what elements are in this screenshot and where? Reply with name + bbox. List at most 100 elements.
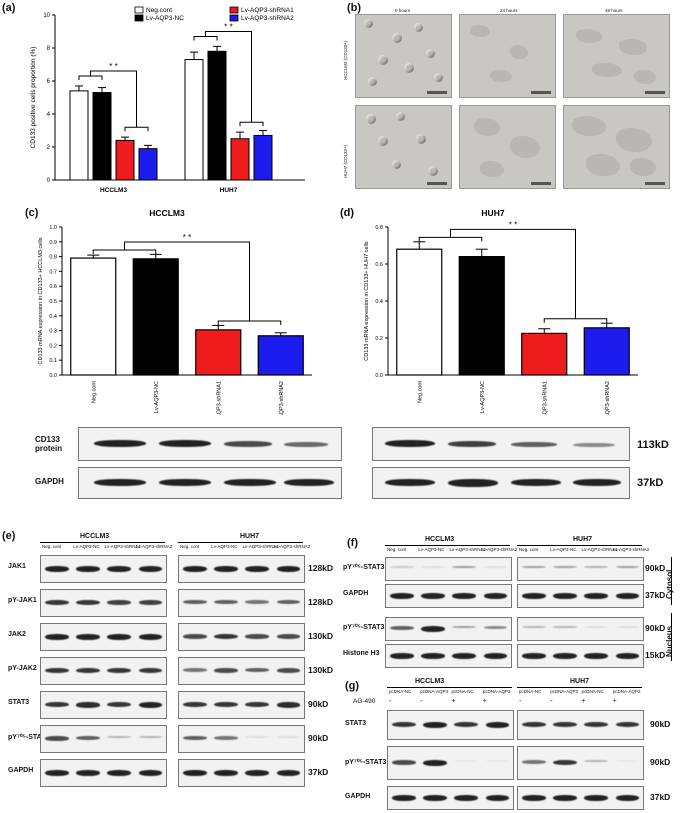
f-blot-hcc	[385, 584, 512, 608]
lane-label: -	[519, 698, 522, 705]
band	[391, 722, 416, 728]
band	[553, 722, 577, 728]
g-row-label: pY⁷⁰⁵-STAT3	[345, 759, 387, 766]
band	[521, 626, 546, 628]
kd-label: 90kD	[650, 757, 671, 767]
band	[276, 600, 301, 605]
bar	[257, 335, 304, 376]
band	[214, 770, 238, 776]
band	[423, 795, 447, 801]
band	[245, 736, 269, 738]
f-blot-hcc	[385, 617, 512, 641]
band	[483, 626, 508, 629]
y-tick-label: 0.0	[375, 373, 383, 379]
y-tick-label: 0	[47, 178, 51, 184]
band	[44, 566, 69, 572]
bracket	[418, 236, 483, 242]
lane-label: Neg. cont	[180, 544, 200, 549]
lane-label: Lv-AQP3-shRNA2	[135, 544, 173, 549]
band	[391, 760, 416, 765]
band	[76, 736, 100, 741]
band	[138, 702, 163, 708]
micrograph-hcclm3-0h	[355, 14, 452, 98]
band	[553, 626, 577, 628]
e-row-label: GAPDH	[8, 767, 34, 774]
y-axis-label: CD133 positive cells proportion (%)	[30, 47, 37, 149]
band	[553, 593, 577, 599]
legend-label: Lv-AQP3-shRNA1	[241, 7, 294, 14]
band	[138, 600, 163, 606]
bar	[583, 327, 630, 376]
chart-title: HUH7	[481, 208, 504, 218]
band	[521, 593, 546, 599]
band	[214, 566, 238, 572]
legend-label: Lv-AQP3-shRNA2	[241, 15, 294, 22]
y-tick-label: 0.8	[375, 225, 383, 231]
blot-huh-cd133	[372, 427, 630, 461]
g-blot-huh	[517, 746, 644, 780]
band	[214, 736, 238, 740]
band	[553, 566, 577, 569]
kd-label: 128kD	[308, 563, 334, 573]
y-tick-label: 0.6	[49, 284, 57, 290]
bar	[195, 329, 242, 376]
micrograph-hcclm3-24h	[459, 14, 556, 98]
kd-label: 130kD	[308, 631, 334, 641]
band	[452, 566, 476, 569]
bracket	[124, 126, 149, 132]
kd-label: 37kD	[645, 590, 666, 600]
band	[485, 795, 510, 801]
category-label: Lv-AQP3-NC	[480, 381, 486, 413]
e-blot-hcc	[40, 623, 167, 651]
kd-label: 37kD	[650, 792, 671, 802]
band	[483, 566, 508, 568]
kd-label: 90kD	[645, 623, 666, 633]
y-tick-label: 0.6	[375, 262, 383, 268]
bracket	[543, 318, 608, 323]
g-row-label: STAT3	[345, 720, 367, 727]
lane-label: pcDNA-AQP3	[612, 689, 641, 694]
chart-a: 0 2 4 6 8 10 CD133 positive cells proportion (…	[30, 6, 305, 194]
bar	[458, 255, 505, 376]
e-blot-huh	[178, 691, 305, 719]
band	[245, 600, 269, 604]
band	[182, 566, 207, 572]
category-label: Lv-AQP3-shRNA2	[605, 381, 611, 415]
kd-label: 128kD	[308, 597, 334, 607]
fraction-cytosol: Cytosol	[665, 569, 674, 599]
e-blot-hcc	[40, 759, 167, 787]
band	[76, 770, 100, 776]
lane-label: Lv-AQP3-shRNA1	[581, 547, 619, 552]
bar	[230, 138, 250, 181]
y-tick-label: 8	[47, 46, 51, 52]
lane-label: Lv-AQP3-NC	[73, 544, 100, 549]
lane-label: Lv-AQP3-NC	[550, 547, 577, 552]
g-blot-huh	[517, 710, 644, 740]
y-tick-label: 0.2	[49, 343, 57, 349]
f-row-label: pY⁷⁰⁵-STAT3	[343, 564, 385, 571]
kd-113: 113kD	[637, 439, 669, 451]
e-blot-huh	[178, 657, 305, 685]
e-blot-hcc	[40, 691, 167, 719]
band	[76, 702, 100, 708]
band	[615, 566, 640, 569]
e-blot-hcc	[40, 657, 167, 685]
category-label: Lv-AQP3-shRNA1	[542, 381, 548, 415]
band	[44, 736, 69, 741]
y-axis-label: CD133 mRNA expression in CD133+ HUH7 cel…	[364, 241, 370, 361]
band	[44, 668, 69, 674]
lane-label: Neg. cont	[42, 544, 62, 549]
bracket	[124, 241, 250, 321]
panel-f: HCCLM3 HUH7 Neg. cont Lv-AQP3-NC Lv-AQP3-s…	[343, 533, 685, 668]
e-row-label: pY-JAK2	[8, 665, 37, 672]
lane-label: Neg. cont	[519, 547, 539, 552]
f-row-label: GAPDH	[343, 590, 369, 597]
band	[182, 736, 207, 741]
bar	[132, 258, 179, 376]
category-label: Lv-AQP3-shRNA1	[216, 381, 222, 415]
bar	[184, 59, 204, 181]
band	[214, 634, 238, 640]
lane-label: Lv-AQP3-NC	[211, 544, 238, 549]
lane-label: pcDNA-NC	[519, 689, 542, 694]
bracket	[205, 30, 252, 123]
